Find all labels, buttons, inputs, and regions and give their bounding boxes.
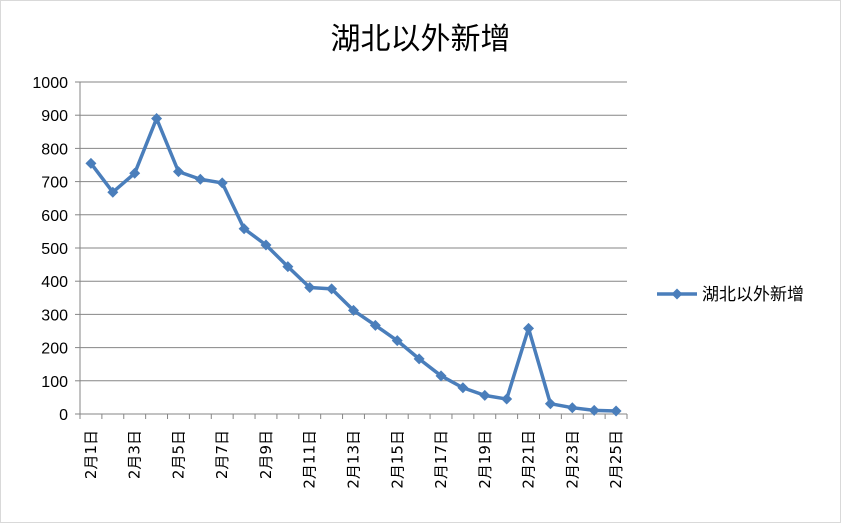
data-point [304,282,316,294]
data-point [216,177,228,189]
axes [75,81,628,419]
y-tick-label: 0 [59,407,68,424]
x-tick-label: 2月1日 [82,430,100,479]
data-point [107,186,119,198]
x-tick-label: 2月13日 [345,430,363,489]
data-point [151,113,163,125]
x-tick-label: 2月19日 [476,430,494,489]
x-tick-label: 2月21日 [520,430,538,489]
data-point [501,393,513,405]
y-tick-label: 200 [41,341,68,358]
legend: 湖北以外新增 [657,285,804,305]
y-tick-label: 800 [41,141,68,158]
legend-marker [671,288,683,300]
data-point [369,319,381,331]
data-point [457,382,469,394]
gridlines [80,81,627,382]
y-tick-label: 300 [41,307,68,324]
data-point [479,389,491,401]
x-tick-label: 2月5日 [169,430,187,479]
x-tick-label: 2月11日 [301,430,319,489]
data-point [544,398,556,410]
data-point [129,167,141,179]
y-tick-label: 700 [41,175,68,192]
legend-label: 湖北以外新增 [702,285,804,305]
data-point [566,402,578,414]
data-point [588,404,600,416]
data-point [85,157,97,169]
data-point [326,283,338,295]
x-tick-label: 2月25日 [607,430,625,489]
data-point [238,223,250,235]
series-line [89,116,617,413]
y-tick-label: 600 [41,208,68,225]
x-tick-label: 2月3日 [126,430,144,479]
data-point [172,166,184,178]
data-point [391,335,403,347]
y-tick-labels: 0 100 200 300 400 500 600 700 800 900 1000 [32,75,68,424]
x-tick-label: 2月17日 [432,430,450,489]
y-tick-label: 1000 [32,75,68,92]
data-point [194,173,206,185]
x-tick-label: 2月7日 [213,430,231,479]
y-tick-label: 100 [41,374,68,391]
x-tick-label: 2月23日 [563,430,581,489]
series-layer [85,113,622,417]
y-tick-label: 500 [41,241,68,258]
data-point [523,322,535,334]
data-point [435,370,447,382]
chart-title: 湖北以外新增 [330,22,511,57]
data-point [282,261,294,273]
x-tick-labels: 2月1日 2月3日 2月5日 2月7日 2月9日 2月11日 2月13日 2月15日 2月17日… [82,430,625,489]
data-point [260,239,272,251]
data-point [610,405,622,417]
x-tick-label: 2月15日 [388,430,406,489]
data-point [348,304,359,316]
x-tick-label: 2月9日 [257,430,275,479]
y-tick-label: 400 [41,274,68,291]
data-point [413,353,425,365]
y-tick-label: 900 [41,108,68,125]
